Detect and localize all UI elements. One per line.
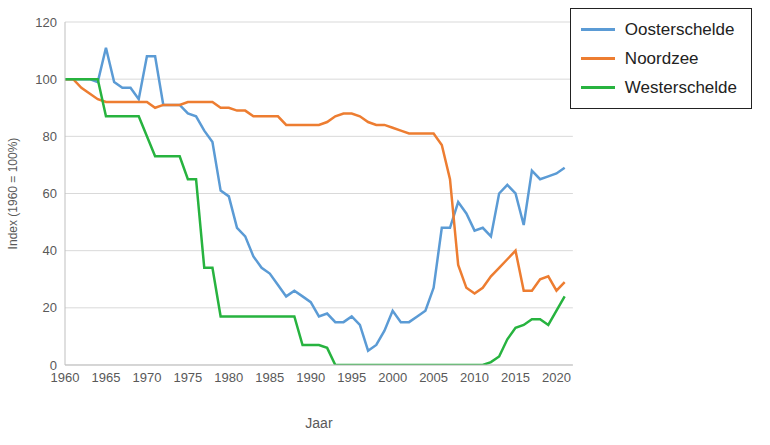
svg-text:100: 100 [35,72,57,87]
svg-text:1975: 1975 [173,370,202,385]
html-text:Oosterschelde: Oosterschelde [624,19,735,39]
svg-text:1980: 1980 [214,370,243,385]
svg-text:2005: 2005 [419,370,448,385]
svg-text:2010: 2010 [460,370,489,385]
svg-text:40: 40 [43,243,57,258]
svg-text:1985: 1985 [255,370,284,385]
svg-text:2000: 2000 [378,370,407,385]
svg-text:1990: 1990 [296,370,325,385]
svg-text:20: 20 [43,300,57,315]
svg-text:60: 60 [43,186,57,201]
svg-text:120: 120 [35,15,57,30]
svg-text:1970: 1970 [132,370,161,385]
svg-text:2020: 2020 [542,370,571,385]
svg-text:Index (1960 = 100%): Index (1960 = 100%) [8,138,20,250]
svg-text:1995: 1995 [337,370,366,385]
svg-text:Jaar: Jaar [305,415,333,431]
html-text:Westerschelde: Westerschelde [624,77,737,97]
svg-text:1965: 1965 [91,370,120,385]
svg-text:80: 80 [43,129,57,144]
html-text:Noordzee: Noordzee [624,48,699,68]
svg-text:2015: 2015 [501,370,530,385]
svg-text:1960: 1960 [50,370,80,386]
svg-text:0: 0 [50,358,57,373]
